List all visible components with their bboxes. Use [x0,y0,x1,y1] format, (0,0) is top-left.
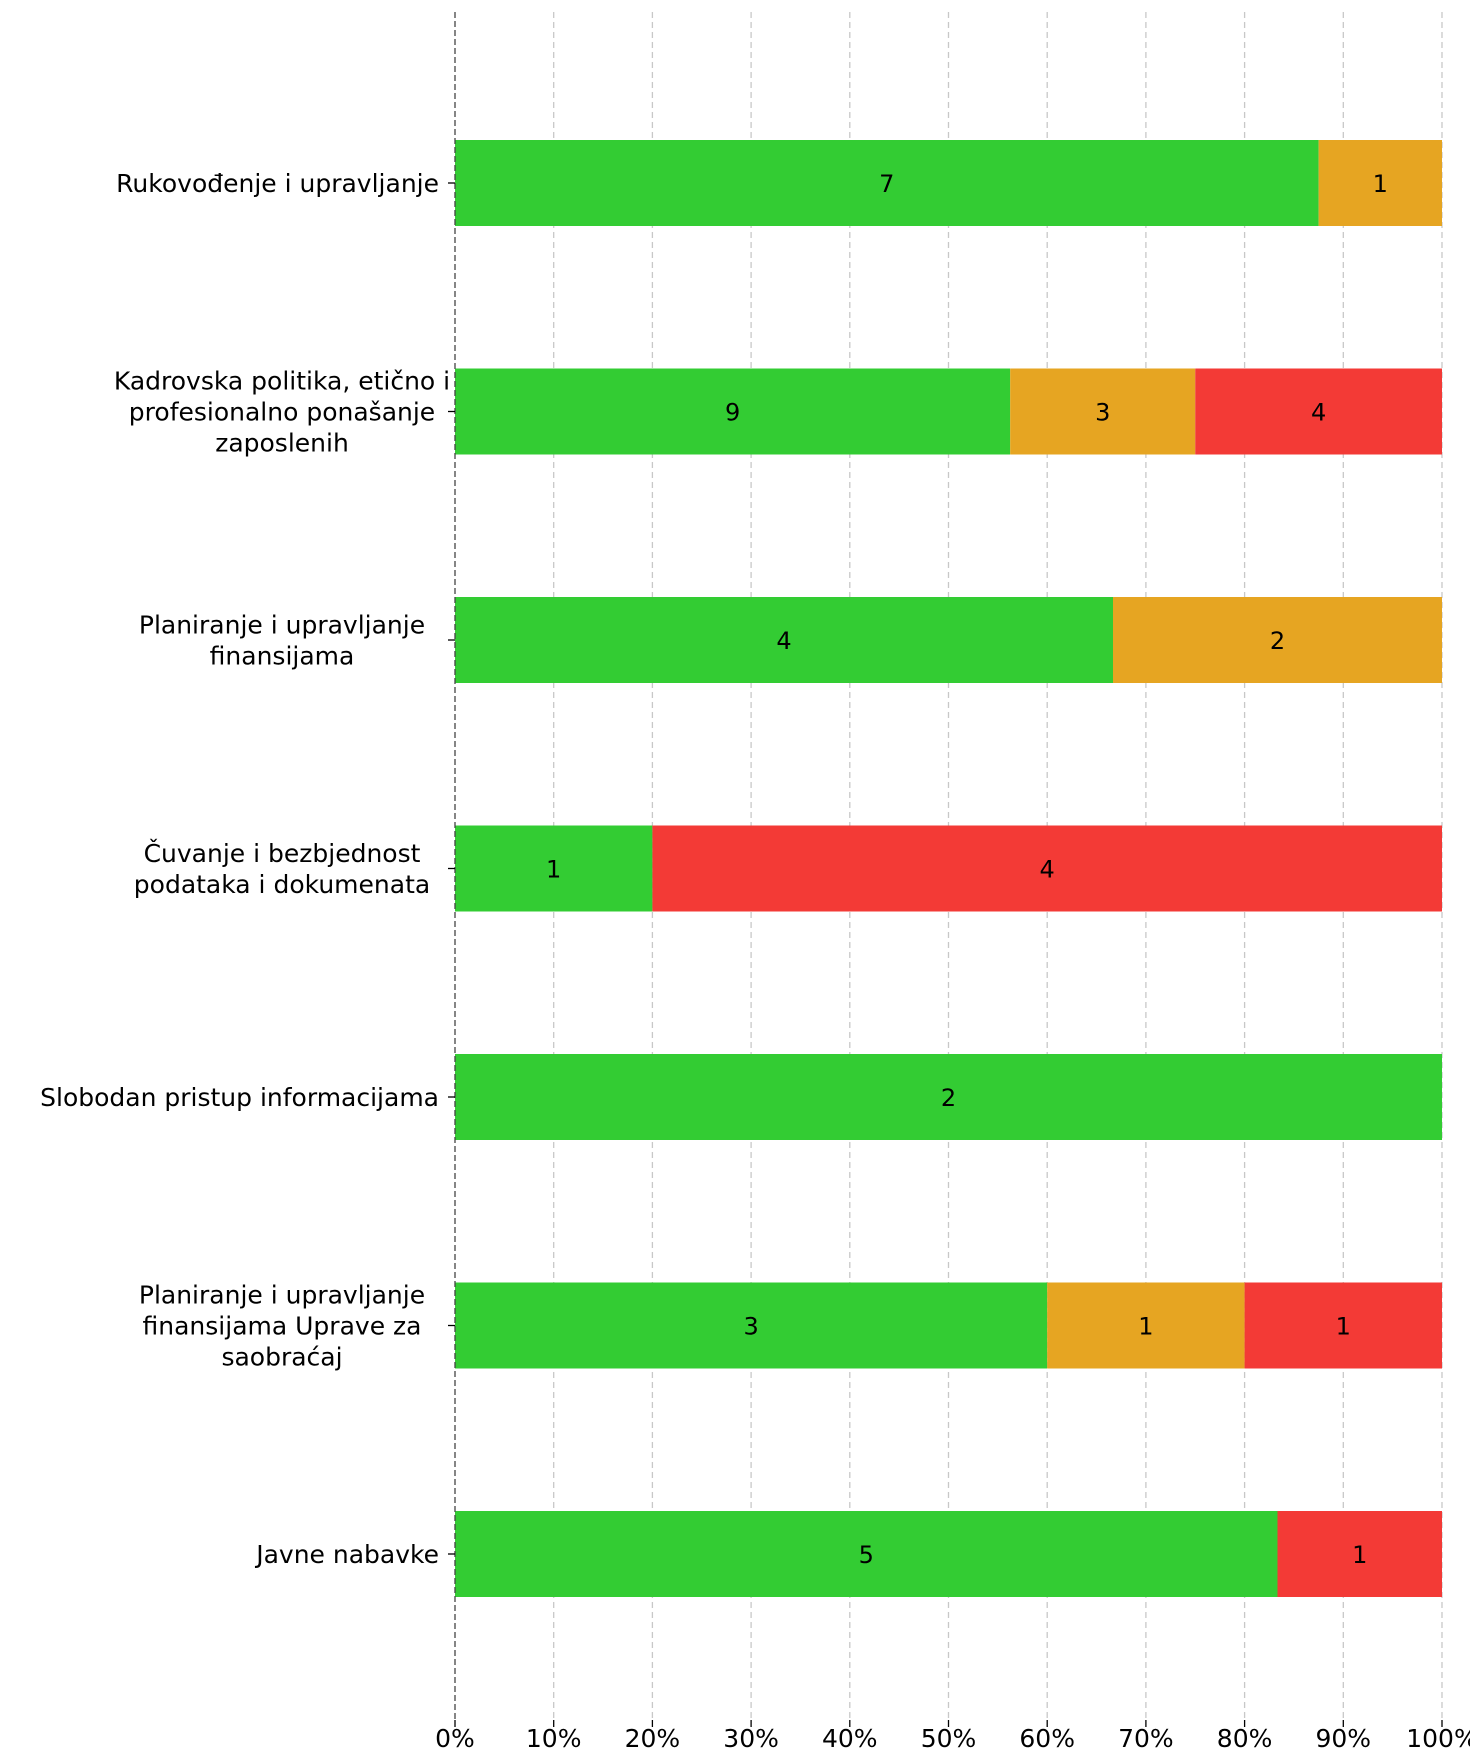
bar-value-label: 3 [743,1313,758,1341]
x-tick-label: 80% [1217,1724,1273,1753]
x-tick-label: 40% [822,1724,878,1753]
axes: 0% 10% 20% 30% 40% 50% 60% 70% 80% 90% 100% Rukovođ… [40,12,1470,1753]
bar-segment [455,1282,1048,1369]
bar-value-label: 2 [1270,627,1285,655]
bar-segment [1318,140,1442,226]
bar-segment [455,1511,1278,1597]
bar-segment [1113,597,1442,683]
category-label: Javne nabavke [254,1540,439,1569]
category-label: zaposlenih [215,429,349,458]
bar-value-label: 7 [879,170,894,198]
category-label: Planiranje i upravljanje [139,1281,425,1310]
category-label: Planiranje i upravljanje [139,611,425,640]
bar-segment [652,825,1442,912]
bar-segment [455,825,653,912]
bar-segment [455,597,1113,683]
category-label: profesionalno ponašanje [129,398,435,427]
category-label: podataka i dokumenata [134,870,430,899]
bar-segment [455,1054,1442,1140]
bar-segment [1010,368,1196,455]
bar-value-label: 1 [1352,1541,1367,1569]
category-label: Čuvanje i bezbjednost [144,838,421,868]
bar-value-label: 2 [941,1084,956,1112]
x-tick-label: 70% [1118,1724,1174,1753]
bar-segment [1047,1282,1245,1369]
bar-segment [455,368,1011,455]
x-tick-label: 30% [723,1724,779,1753]
bar-value-label: 1 [1336,1313,1351,1341]
bar-value-label: 1 [1138,1313,1153,1341]
bar-segment [1277,1511,1442,1597]
bar-value-label: 4 [776,627,791,655]
bar-segment [1195,368,1442,455]
category-label: finansijama Uprave za [143,1312,422,1341]
bar-segment [1244,1282,1442,1369]
category-label: Kadrovska politika, etično i [114,367,450,396]
x-tick-label: 100% [1406,1724,1470,1753]
bar-value-label: 1 [546,856,561,884]
bar-value-label: 4 [1311,399,1326,427]
x-tick-label: 10% [526,1724,582,1753]
bar-value-label: 4 [1040,856,1055,884]
x-tick-label: 90% [1316,1724,1372,1753]
bar-value-label: 1 [1373,170,1388,198]
bar-segment [455,140,1319,226]
x-tick-label: 60% [1019,1724,1075,1753]
bars [455,140,1442,1597]
category-label: finansijama [210,642,355,671]
bar-value-label: 3 [1095,399,1110,427]
category-label: Rukovođenje i upravljanje [116,169,439,198]
bar-value-labels: 7 1 9 3 4 4 2 1 4 2 3 1 1 5 1 [546,170,1388,1569]
bar-value-label: 5 [859,1541,874,1569]
category-label: saobraćaj [221,1343,342,1372]
category-label: Slobodan pristup informacijama [40,1083,439,1112]
x-tick-label: 20% [625,1724,681,1753]
x-tick-label: 0% [435,1724,475,1753]
bar-value-label: 9 [725,399,740,427]
x-tick-label: 50% [921,1724,977,1753]
